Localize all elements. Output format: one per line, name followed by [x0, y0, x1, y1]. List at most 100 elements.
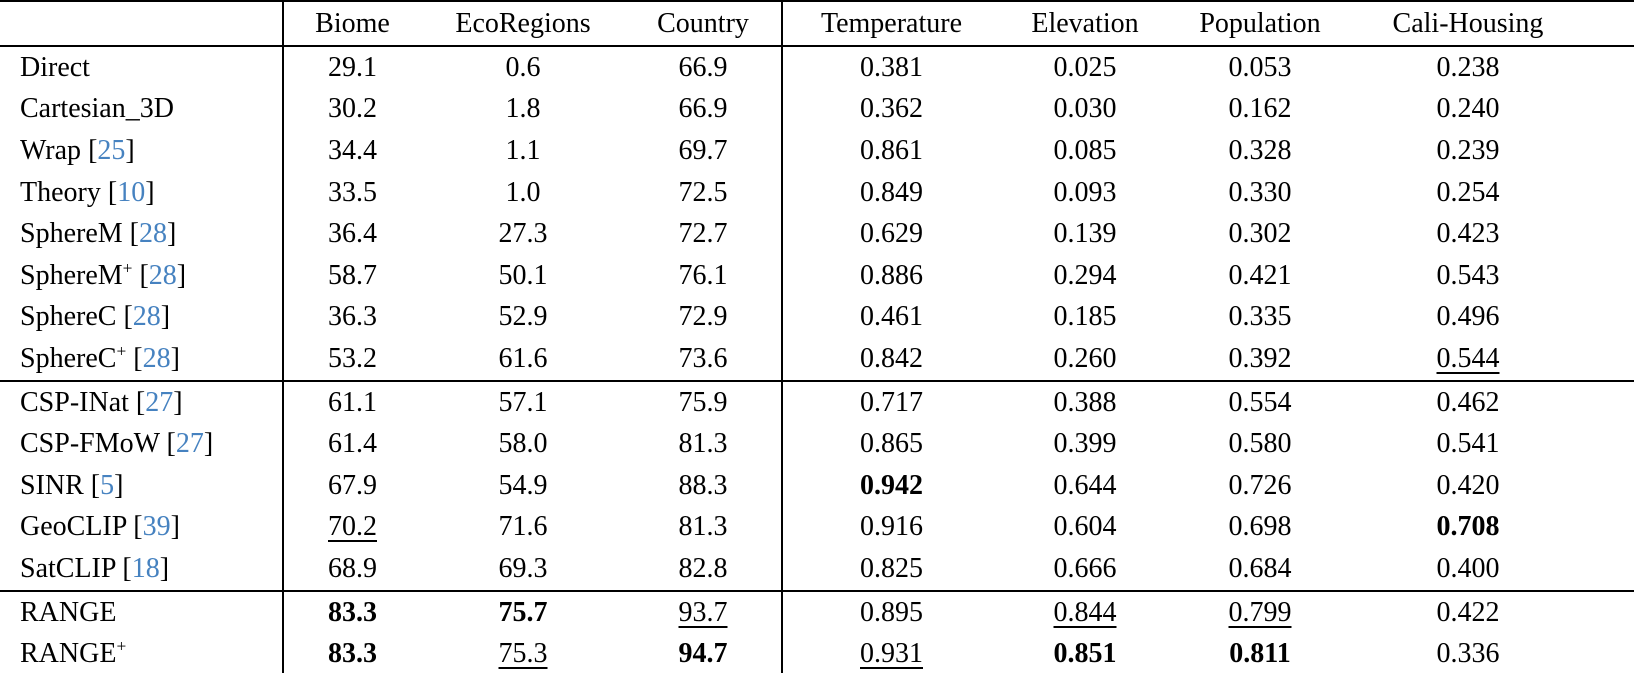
method-cell: SphereM [28] — [20, 218, 177, 250]
col-header-temperature: Temperature — [781, 1, 1000, 47]
table-row: GeoCLIP [39] 70.2 71.6 81.3 0.916 0.604 0.698 0… — [0, 506, 1634, 549]
value-cell: 0.381 — [781, 46, 1000, 89]
value-cell: 0.851 — [1053, 638, 1117, 670]
value-cell: 0.849 — [781, 171, 1000, 214]
citation-link[interactable]: 25 — [97, 134, 126, 166]
value-cell: 70.2 — [282, 506, 421, 549]
value-cell: 66.9 — [678, 93, 728, 125]
method-cell: SINR [5] — [20, 469, 124, 501]
table-row: Cartesian_3D 30.2 1.8 66.9 0.362 0.030 0.162 0.… — [0, 88, 1634, 131]
value-cell: 0.162 — [1228, 93, 1292, 125]
method-cell: CSP-FMoW [27] — [20, 428, 214, 460]
value-cell: 82.8 — [678, 552, 728, 584]
method-name: Theory — [20, 176, 101, 208]
method-name: Direct — [20, 51, 90, 83]
citation-link[interactable]: 27 — [145, 386, 174, 418]
value-cell: 0.238 — [1436, 51, 1500, 83]
value-cell: 0.861 — [781, 130, 1000, 172]
value-cell: 94.7 — [678, 638, 728, 670]
citation-link[interactable]: 28 — [132, 301, 161, 333]
table-row: SphereM [28] 36.4 27.3 72.7 0.629 0.139 0.302 0… — [0, 213, 1634, 255]
value-cell: 0.053 — [1228, 51, 1292, 83]
value-cell: 0.717 — [781, 380, 1000, 424]
value-cell: 27.3 — [498, 218, 548, 250]
citation-link[interactable]: 28 — [148, 259, 177, 291]
value-cell: 0.294 — [1053, 259, 1117, 291]
value-cell: 88.3 — [678, 469, 728, 501]
value-cell: 0.942 — [781, 464, 1000, 507]
method-cell: SphereM+ [28] — [20, 258, 187, 291]
value-cell: 75.7 — [498, 596, 548, 628]
method-name: SphereM — [20, 218, 123, 250]
value-cell: 0.799 — [1228, 596, 1292, 628]
citation-link[interactable]: 28 — [142, 342, 171, 374]
citation-link[interactable]: 10 — [117, 176, 146, 208]
value-cell: 0.335 — [1228, 301, 1292, 333]
value-cell: 53.2 — [282, 338, 421, 381]
method-cell: SphereC [28] — [20, 301, 171, 333]
table-row: SINR [5] 67.9 54.9 88.3 0.942 0.644 0.726 0.420 — [0, 464, 1634, 507]
table-row: CSP-INat [27] 61.1 57.1 75.9 0.717 0.388 0.554… — [0, 380, 1634, 424]
value-cell: 0.302 — [1228, 218, 1292, 250]
method-cell: SphereC+ [28] — [20, 341, 180, 374]
method-name: SINR — [20, 469, 84, 501]
value-cell: 0.025 — [1053, 51, 1117, 83]
value-cell: 75.9 — [678, 386, 728, 418]
value-cell: 0.666 — [1053, 552, 1117, 584]
value-cell: 61.4 — [282, 423, 421, 465]
value-cell: 0.604 — [1053, 511, 1117, 543]
table-header: Biome EcoRegions Country Temperature Ele… — [0, 1, 1634, 47]
value-cell: 0.423 — [1436, 218, 1500, 250]
method-cell: CSP-INat [27] — [20, 386, 183, 418]
value-cell: 73.6 — [678, 342, 728, 374]
citation-link[interactable]: 5 — [100, 469, 115, 501]
citation-link[interactable]: 39 — [142, 511, 171, 543]
value-cell: 0.580 — [1228, 428, 1292, 460]
method-name: CSP-INat — [20, 386, 129, 418]
method-cell: RANGE — [0, 591, 283, 634]
col-header-cali-housing: Cali-Housing — [1350, 1, 1634, 47]
value-cell: 0.825 — [781, 548, 1000, 591]
value-cell: 61.6 — [498, 342, 548, 374]
value-cell: 0.254 — [1436, 176, 1500, 208]
value-cell: 71.6 — [498, 511, 548, 543]
table-row: SatCLIP [18] 68.9 69.3 82.8 0.825 0.666 0.684 0… — [0, 548, 1634, 591]
citation-link[interactable]: 28 — [138, 218, 167, 250]
value-cell: 0.811 — [1229, 638, 1291, 670]
value-cell: 0.865 — [781, 423, 1000, 465]
value-cell: 81.3 — [678, 511, 728, 543]
value-cell: 1.0 — [505, 176, 541, 208]
value-cell: 0.421 — [1228, 259, 1292, 291]
citation-link[interactable]: 27 — [175, 428, 204, 460]
value-cell: 68.9 — [282, 548, 421, 591]
method-superscript: + — [116, 636, 127, 656]
col-header-method — [0, 1, 283, 47]
method-name: Wrap — [20, 134, 82, 166]
value-cell: 36.4 — [282, 213, 421, 255]
row-group: RANGE 83.3 75.7 93.7 0.895 0.844 0.799 0.422 RAN… — [0, 590, 1634, 673]
value-cell: 0.030 — [1053, 93, 1117, 125]
method-cell: Theory [10] — [20, 176, 155, 208]
value-cell: 67.9 — [282, 464, 421, 507]
table-row: CSP-FMoW [27] 61.4 58.0 81.3 0.865 0.399 0.580… — [0, 423, 1634, 465]
method-cell: Cartesian_3D — [0, 89, 283, 131]
value-cell: 72.7 — [678, 218, 728, 250]
table-row: Wrap [25] 34.4 1.1 69.7 0.861 0.085 0.328 0.239 — [0, 130, 1634, 172]
value-cell: 69.3 — [498, 552, 548, 584]
value-cell: 57.1 — [498, 386, 548, 418]
value-cell: 75.3 — [498, 638, 548, 670]
value-cell: 72.9 — [678, 301, 728, 333]
value-cell: 0.554 — [1228, 386, 1292, 418]
value-cell: 69.7 — [678, 134, 728, 166]
method-name: GeoCLIP — [20, 511, 127, 543]
method-cell: Direct — [0, 46, 283, 89]
citation-link[interactable]: 18 — [131, 552, 160, 584]
method-cell: SatCLIP [18] — [20, 552, 170, 584]
value-cell: 58.0 — [498, 428, 548, 460]
value-cell: 0.726 — [1228, 469, 1292, 501]
value-cell: 0.684 — [1228, 552, 1292, 584]
value-cell: 1.8 — [505, 93, 541, 125]
table-row: RANGE 83.3 75.7 93.7 0.895 0.844 0.799 0.422 — [0, 590, 1634, 634]
value-cell: 33.5 — [282, 171, 421, 214]
method-cell: RANGE+ — [0, 633, 283, 673]
